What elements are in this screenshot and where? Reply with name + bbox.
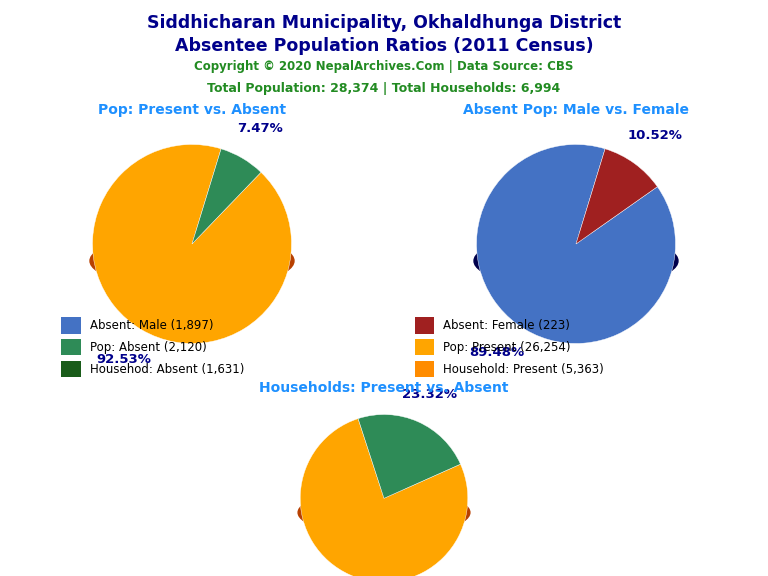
Text: Absentee Population Ratios (2011 Census): Absentee Population Ratios (2011 Census) [174, 37, 594, 55]
Wedge shape [92, 145, 292, 343]
Text: Copyright © 2020 NepalArchives.Com | Data Source: CBS: Copyright © 2020 NepalArchives.Com | Dat… [194, 60, 574, 73]
Text: Pop: Absent (2,120): Pop: Absent (2,120) [90, 341, 207, 354]
Wedge shape [576, 149, 657, 244]
Ellipse shape [298, 490, 470, 536]
Wedge shape [192, 149, 261, 244]
Text: Househod: Absent (1,631): Househod: Absent (1,631) [90, 363, 244, 376]
Text: Absent Pop: Male vs. Female: Absent Pop: Male vs. Female [463, 103, 689, 116]
Wedge shape [300, 419, 468, 576]
Text: Absent: Female (223): Absent: Female (223) [443, 319, 570, 332]
Text: Households: Present vs. Absent: Households: Present vs. Absent [260, 381, 508, 395]
Text: 23.32%: 23.32% [402, 388, 458, 401]
Wedge shape [476, 145, 676, 343]
Wedge shape [358, 415, 461, 498]
Text: 10.52%: 10.52% [627, 128, 682, 142]
Text: Household: Present (5,363): Household: Present (5,363) [443, 363, 604, 376]
Text: 92.53%: 92.53% [97, 353, 151, 366]
Text: Pop: Present (26,254): Pop: Present (26,254) [443, 341, 571, 354]
Text: Absent: Male (1,897): Absent: Male (1,897) [90, 319, 214, 332]
Text: 89.48%: 89.48% [469, 346, 525, 359]
Text: Total Population: 28,374 | Total Households: 6,994: Total Population: 28,374 | Total Househo… [207, 82, 561, 95]
Text: 7.47%: 7.47% [237, 122, 283, 135]
Ellipse shape [90, 233, 294, 288]
Text: Siddhicharan Municipality, Okhaldhunga District: Siddhicharan Municipality, Okhaldhunga D… [147, 14, 621, 32]
Ellipse shape [474, 233, 678, 288]
Text: Pop: Present vs. Absent: Pop: Present vs. Absent [98, 103, 286, 116]
